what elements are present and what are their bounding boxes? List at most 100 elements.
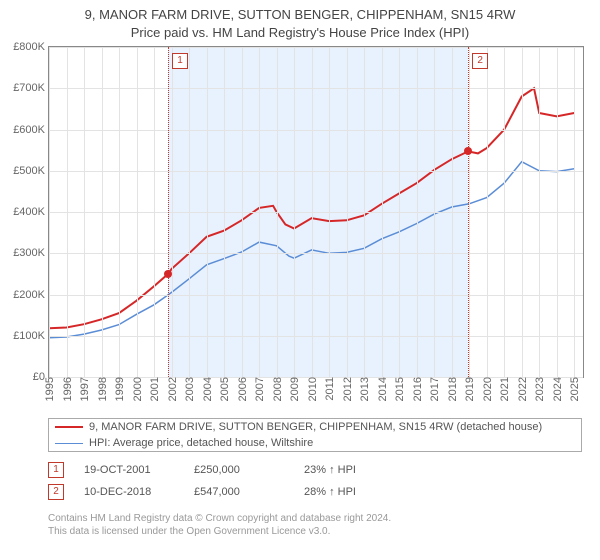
legend-label: HPI: Average price, detached house, Wilt… bbox=[89, 437, 313, 449]
event-flag-small: 2 bbox=[48, 484, 64, 500]
events-table: 1 19-OCT-2001 £250,000 23% ↑ HPI 2 10-DEC-201… bbox=[48, 462, 394, 506]
legend-item: HPI: Average price, detached house, Wilt… bbox=[49, 435, 581, 451]
y-axis-label: £600K bbox=[13, 124, 49, 136]
x-axis-label: 2021 bbox=[497, 377, 511, 401]
gridline-v bbox=[347, 47, 348, 377]
gridline-h bbox=[49, 253, 583, 254]
gridline-v bbox=[207, 47, 208, 377]
gridline-v bbox=[137, 47, 138, 377]
x-axis-label: 2014 bbox=[375, 377, 389, 401]
x-axis-label: 1999 bbox=[112, 377, 126, 401]
gridline-v bbox=[294, 47, 295, 377]
chart-container: 9, MANOR FARM DRIVE, SUTTON BENGER, CHIP… bbox=[0, 0, 600, 560]
footer-line-1: Contains HM Land Registry data © Crown c… bbox=[48, 512, 391, 525]
event-row: 2 10-DEC-2018 £547,000 28% ↑ HPI bbox=[48, 484, 394, 500]
event-pct: 28% ↑ HPI bbox=[304, 486, 394, 498]
legend-swatch bbox=[55, 443, 83, 444]
price-marker bbox=[464, 147, 472, 155]
title-line-2: Price paid vs. HM Land Registry's House … bbox=[0, 24, 600, 42]
x-axis-label: 2018 bbox=[445, 377, 459, 401]
legend: 9, MANOR FARM DRIVE, SUTTON BENGER, CHIP… bbox=[48, 418, 582, 452]
event-price: £250,000 bbox=[194, 464, 284, 476]
gridline-v bbox=[224, 47, 225, 377]
event-date: 10-DEC-2018 bbox=[84, 486, 174, 498]
x-axis-label: 2006 bbox=[235, 377, 249, 401]
gridline-v bbox=[504, 47, 505, 377]
x-axis-label: 1997 bbox=[77, 377, 91, 401]
x-axis-label: 2013 bbox=[357, 377, 371, 401]
footer-attribution: Contains HM Land Registry data © Crown c… bbox=[48, 512, 391, 538]
gridline-h bbox=[49, 336, 583, 337]
y-axis-label: £300K bbox=[13, 247, 49, 259]
gridline-v bbox=[434, 47, 435, 377]
x-axis-label: 2025 bbox=[567, 377, 581, 401]
x-axis-label: 2017 bbox=[427, 377, 441, 401]
gridline-v bbox=[242, 47, 243, 377]
legend-swatch bbox=[55, 426, 83, 428]
x-axis-label: 2011 bbox=[322, 377, 336, 401]
gridline-v bbox=[452, 47, 453, 377]
title-line-1: 9, MANOR FARM DRIVE, SUTTON BENGER, CHIP… bbox=[0, 6, 600, 24]
event-flag-small: 1 bbox=[48, 462, 64, 478]
chart-title: 9, MANOR FARM DRIVE, SUTTON BENGER, CHIP… bbox=[0, 0, 600, 41]
price-marker bbox=[164, 270, 172, 278]
x-axis-label: 2016 bbox=[410, 377, 424, 401]
y-axis-label: £800K bbox=[13, 41, 49, 53]
x-axis-label: 1995 bbox=[42, 377, 56, 401]
gridline-v bbox=[172, 47, 173, 377]
gridline-v bbox=[84, 47, 85, 377]
gridline-v bbox=[522, 47, 523, 377]
gridline-v bbox=[102, 47, 103, 377]
event-vline bbox=[168, 47, 169, 377]
x-axis-label: 2020 bbox=[480, 377, 494, 401]
x-axis-label: 2022 bbox=[515, 377, 529, 401]
gridline-v bbox=[329, 47, 330, 377]
gridline-v bbox=[49, 47, 50, 377]
gridline-v bbox=[539, 47, 540, 377]
event-vline bbox=[468, 47, 469, 377]
gridline-v bbox=[189, 47, 190, 377]
y-axis-label: £400K bbox=[13, 206, 49, 218]
gridline-v bbox=[487, 47, 488, 377]
y-axis-label: £500K bbox=[13, 165, 49, 177]
gridline-h bbox=[49, 88, 583, 89]
x-axis-label: 1998 bbox=[95, 377, 109, 401]
event-date: 19-OCT-2001 bbox=[84, 464, 174, 476]
event-flag: 2 bbox=[472, 53, 488, 69]
gridline-v bbox=[469, 47, 470, 377]
x-axis-label: 2003 bbox=[182, 377, 196, 401]
x-axis-label: 2008 bbox=[270, 377, 284, 401]
event-pct: 23% ↑ HPI bbox=[304, 464, 394, 476]
y-axis-label: £200K bbox=[13, 289, 49, 301]
x-axis-label: 1996 bbox=[60, 377, 74, 401]
x-axis-label: 2005 bbox=[217, 377, 231, 401]
legend-label: 9, MANOR FARM DRIVE, SUTTON BENGER, CHIP… bbox=[89, 421, 542, 433]
x-axis-label: 2010 bbox=[305, 377, 319, 401]
x-axis-label: 2004 bbox=[200, 377, 214, 401]
event-row: 1 19-OCT-2001 £250,000 23% ↑ HPI bbox=[48, 462, 394, 478]
gridline-v bbox=[154, 47, 155, 377]
plot-area: £0£100K£200K£300K£400K£500K£600K£700K£80… bbox=[48, 46, 584, 378]
x-axis-label: 2019 bbox=[462, 377, 476, 401]
gridline-h bbox=[49, 47, 583, 48]
x-axis-label: 2009 bbox=[287, 377, 301, 401]
y-axis-label: £100K bbox=[13, 330, 49, 342]
footer-line-2: This data is licensed under the Open Gov… bbox=[48, 525, 391, 538]
event-price: £547,000 bbox=[194, 486, 284, 498]
x-axis-label: 2023 bbox=[532, 377, 546, 401]
gridline-h bbox=[49, 295, 583, 296]
gridline-v bbox=[417, 47, 418, 377]
gridline-v bbox=[312, 47, 313, 377]
gridline-v bbox=[399, 47, 400, 377]
gridline-h bbox=[49, 130, 583, 131]
x-axis-label: 2024 bbox=[550, 377, 564, 401]
x-axis-label: 2000 bbox=[130, 377, 144, 401]
x-axis-label: 2012 bbox=[340, 377, 354, 401]
gridline-v bbox=[557, 47, 558, 377]
event-flag: 1 bbox=[172, 53, 188, 69]
gridline-v bbox=[382, 47, 383, 377]
gridline-v bbox=[259, 47, 260, 377]
gridline-v bbox=[277, 47, 278, 377]
gridline-h bbox=[49, 212, 583, 213]
x-axis-label: 2007 bbox=[252, 377, 266, 401]
